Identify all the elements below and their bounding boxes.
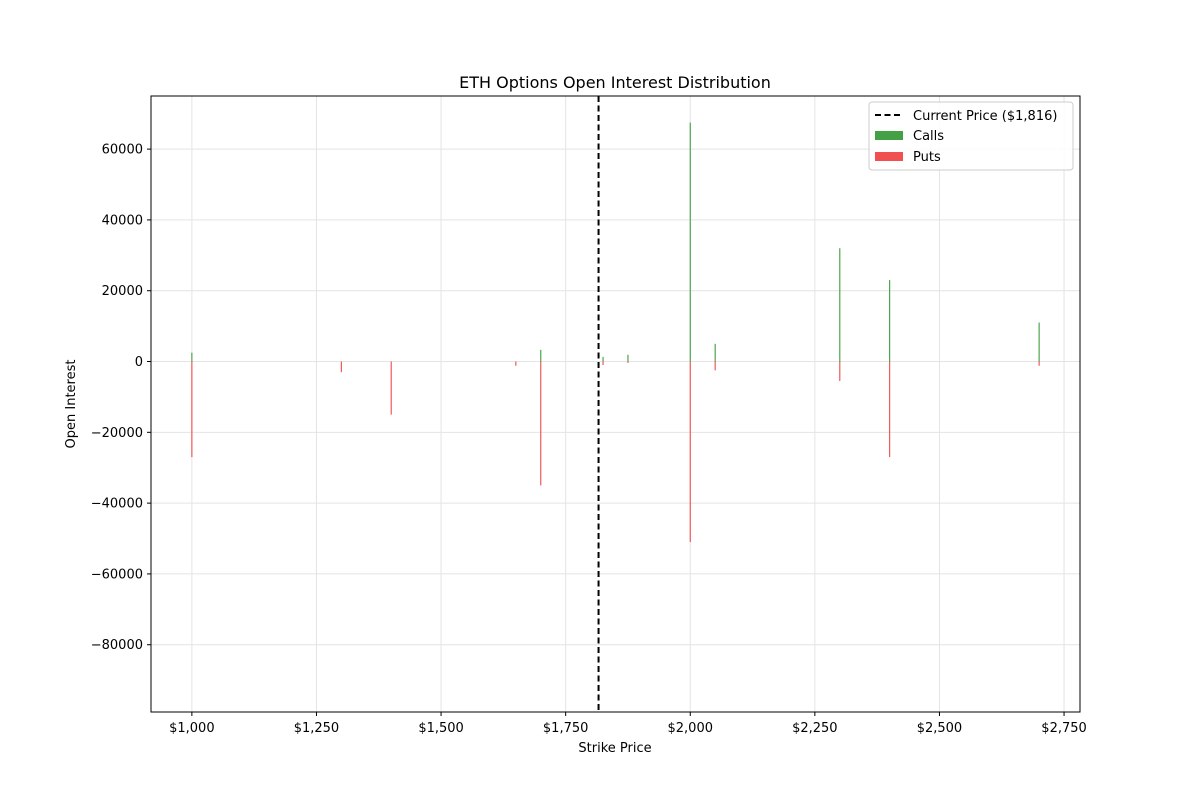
puts-bar — [540, 361, 542, 486]
calls-bar — [889, 280, 891, 362]
y-axis-ticks: 60000 40000 20000 0 −20000 −40000 −60000 −80000 — [91, 143, 151, 653]
legend-calls-swatch — [875, 131, 903, 140]
grid-lines — [151, 96, 1080, 712]
x-tick-label: $2,250 — [792, 721, 838, 736]
x-tick-label: $2,000 — [668, 721, 714, 736]
calls-bar — [839, 248, 841, 362]
puts-bar — [714, 361, 716, 371]
calls-bar — [689, 122, 691, 362]
puts-bar — [515, 361, 517, 366]
y-tick-label: 40000 — [102, 213, 143, 228]
puts-bar — [191, 361, 193, 458]
puts-bar — [839, 361, 841, 381]
y-tick-label: 0 — [135, 355, 143, 370]
x-tick-label: $1,500 — [418, 721, 464, 736]
puts-bar — [1038, 361, 1040, 366]
calls-bar — [191, 352, 193, 362]
puts-bar — [602, 361, 604, 366]
chart-title: ETH Options Open Interest Distribution — [459, 73, 771, 92]
bars-layer — [191, 122, 1040, 543]
puts-bar — [689, 361, 691, 543]
calls-bar — [627, 354, 629, 362]
x-tick-label: $2,500 — [917, 721, 963, 736]
puts-bar — [889, 361, 891, 458]
legend-puts-swatch — [875, 152, 903, 161]
legend-calls-label: Calls — [913, 129, 944, 144]
x-tick-label: $1,750 — [543, 721, 589, 736]
x-tick-label: $2,750 — [1041, 721, 1087, 736]
y-tick-label: −60000 — [91, 567, 143, 582]
legend-box — [868, 101, 1074, 171]
x-tick-label: $1,250 — [294, 721, 340, 736]
puts-bar — [340, 361, 342, 373]
y-tick-label: −80000 — [91, 638, 143, 653]
calls-bar — [714, 343, 716, 362]
y-tick-label: 20000 — [102, 284, 143, 299]
y-tick-label: −40000 — [91, 497, 143, 512]
y-axis-label: Open Interest — [64, 360, 79, 449]
y-tick-label: 60000 — [102, 143, 143, 158]
x-axis-ticks: $1,000 $1,250 $1,500 $1,750 $2,000 $2,250 $2,5… — [169, 712, 1087, 736]
x-axis-label: Strike Price — [578, 741, 651, 756]
calls-bar — [1038, 322, 1040, 362]
calls-bar — [540, 349, 542, 362]
legend-current-price-label: Current Price ($1,816) — [913, 109, 1057, 124]
puts-bar — [390, 361, 392, 415]
x-tick-label: $1,000 — [169, 721, 215, 736]
plot-area-frame — [150, 95, 1081, 713]
legend: Current Price ($1,816) Calls Puts — [868, 101, 1074, 171]
calls-bar — [602, 356, 604, 362]
legend-puts-label: Puts — [913, 150, 941, 165]
y-tick-label: −20000 — [91, 426, 143, 441]
puts-bar — [627, 361, 629, 363]
